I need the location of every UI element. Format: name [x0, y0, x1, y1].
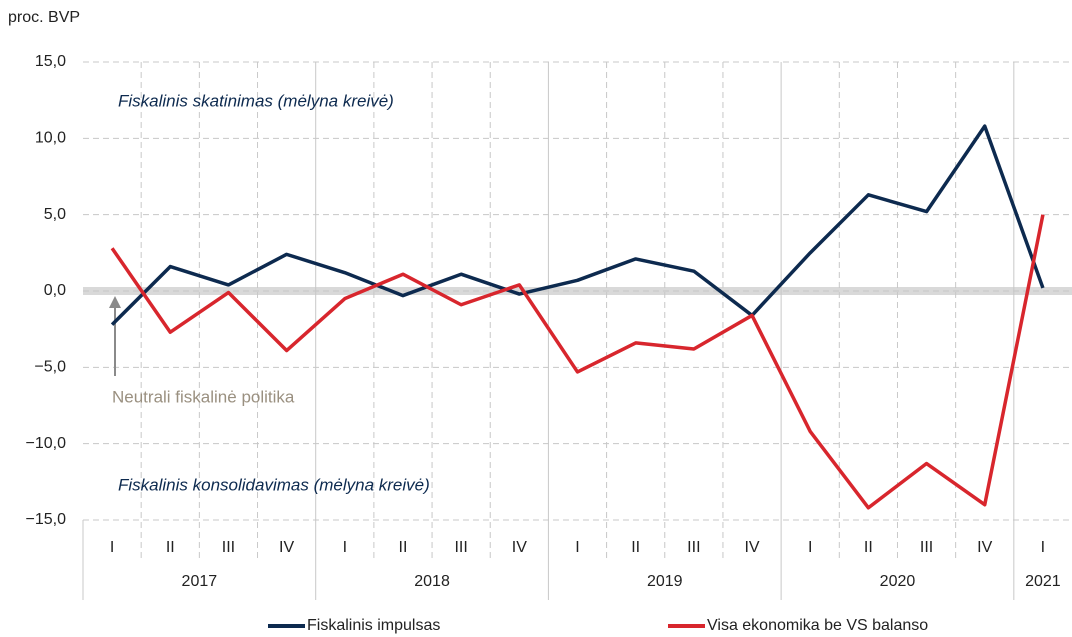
x-tick-label: II — [631, 539, 640, 556]
x-tick-label: IV — [279, 539, 294, 556]
x-tick-label: IV — [512, 539, 527, 556]
year-label: 2021 — [1025, 573, 1061, 590]
annotation: Fiskalinis konsolidavimas (mėlyna kreivė… — [118, 475, 430, 494]
x-tick-label: I — [575, 539, 579, 556]
y-tick-label: −15,0 — [26, 511, 67, 528]
legend-label: Fiskalinis impulsas — [307, 617, 440, 634]
x-tick-label: III — [920, 539, 933, 556]
y-tick-label: −10,0 — [26, 435, 67, 452]
y-tick-label: 5,0 — [44, 206, 66, 223]
x-tick-label: I — [110, 539, 114, 556]
x-tick-label: IV — [744, 539, 759, 556]
x-tick-label: III — [687, 539, 700, 556]
y-tick-label: 10,0 — [35, 130, 66, 147]
y-tick-label: 15,0 — [35, 53, 66, 70]
x-tick-label: I — [808, 539, 812, 556]
legend-label: Visa ekonomika be VS balanso — [707, 617, 928, 634]
annotation: Neutrali fiskalinė politika — [112, 387, 295, 406]
x-tick-label: III — [222, 539, 235, 556]
y-tick-label: −5,0 — [34, 359, 66, 376]
x-tick-label: II — [399, 539, 408, 556]
year-label: 2020 — [880, 573, 916, 590]
series-line — [110, 124, 1045, 326]
x-tick-label: I — [343, 539, 347, 556]
series-line — [110, 214, 1045, 510]
year-label: 2017 — [182, 573, 218, 590]
x-tick-label: II — [166, 539, 175, 556]
annotation: Fiskalinis skatinimas (mėlyna kreivė) — [118, 91, 394, 110]
x-tick-label: II — [864, 539, 873, 556]
x-tick-label: I — [1041, 539, 1045, 556]
year-label: 2018 — [414, 573, 450, 590]
x-tick-label: III — [454, 539, 467, 556]
arrow-head — [109, 296, 121, 308]
y-tick-label: 0,0 — [44, 282, 66, 299]
year-label: 2019 — [647, 573, 683, 590]
y-axis-label: proc. BVP — [8, 9, 80, 26]
x-tick-label: IV — [977, 539, 992, 556]
